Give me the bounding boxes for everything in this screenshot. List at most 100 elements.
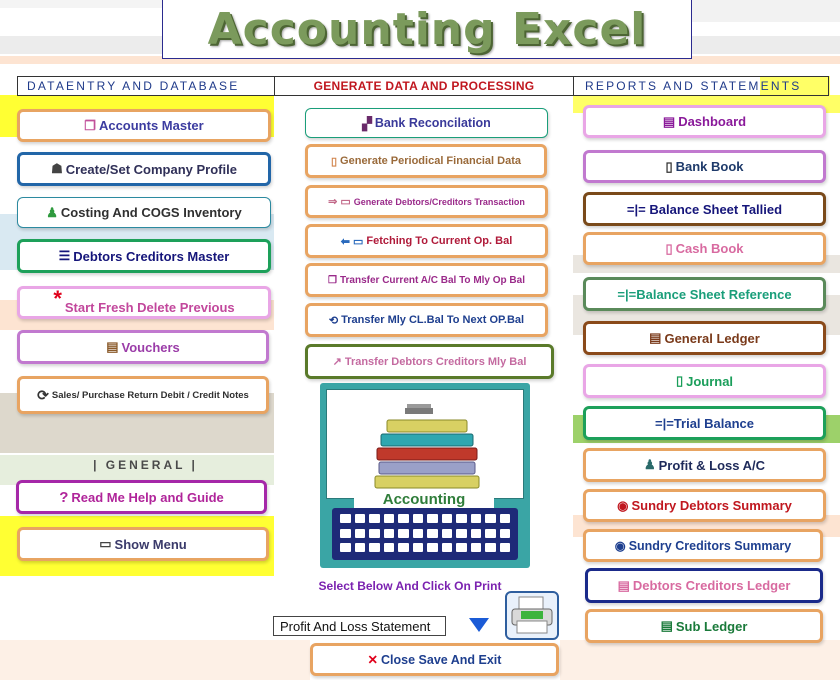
sub-ledger-button[interactable]: ▤ Sub Ledger <box>585 609 823 643</box>
transfer-debtors-creditors-bal-button[interactable]: ↗ Transfer Debtors Creditors Mly Bal <box>305 344 554 379</box>
laptop-keyboard <box>332 508 518 560</box>
company-profile-button[interactable]: ☗ Create/Set Company Profile <box>17 152 271 186</box>
column-header-label: GENERATE DATA AND PROCESSING <box>313 79 535 93</box>
report-select[interactable]: Profit And Loss Statement <box>273 616 446 636</box>
column-header-reports: REPORTS AND STATEMENTS <box>573 76 829 96</box>
dashboard-icon: ▤ <box>662 113 676 129</box>
arrow-icon: ↗ <box>332 356 342 368</box>
selected-report-value: Profit And Loss Statement <box>280 618 431 634</box>
laptop-caption-line: Accounting <box>382 491 466 508</box>
generate-periodical-data-button[interactable]: ▯ Generate Periodical Financial Data <box>305 144 547 178</box>
transfer-icon: ❐ <box>328 274 337 286</box>
button-label: Close Save And Exit <box>381 652 502 667</box>
accounts-master-button[interactable]: ❐ Accounts Master <box>17 109 271 142</box>
button-label: =|=Trial Balance <box>654 415 755 431</box>
balance-sheet-tallied-button[interactable]: =|= Balance Sheet Tallied <box>583 192 826 226</box>
column-header-label: REPORTS AND STATEMENTS <box>585 79 802 93</box>
books-icon: ▤ <box>617 577 630 593</box>
bank-book-icon: ▯ <box>665 158 673 174</box>
read-me-button[interactable]: ? Read Me Help and Guide <box>16 480 267 514</box>
menu-icon: ▭ <box>99 536 112 551</box>
bank-reconciliation-button[interactable]: ▞ Bank Reconcilation <box>305 108 548 138</box>
button-label: Profit & Loss A/C <box>658 457 766 473</box>
title-banner: Accounting Excel <box>162 0 692 59</box>
button-label: Fetching To Current Op. Bal <box>366 235 513 247</box>
laptop-screen <box>326 389 524 499</box>
coin-icon: ◉ <box>617 497 629 513</box>
ledger-icon: ▤ <box>649 330 662 345</box>
button-label: Cash Book <box>675 241 744 256</box>
vouchers-button[interactable]: ▤ Vouchers <box>17 330 269 364</box>
costing-cogs-button[interactable]: ♟ Costing And COGS Inventory <box>17 197 271 228</box>
journal-icon: ▯ <box>675 373 684 388</box>
button-label: Journal <box>686 373 734 389</box>
question-icon: ? <box>59 488 69 506</box>
dropdown-arrow-icon[interactable] <box>469 618 489 632</box>
app-title: Accounting Excel <box>207 3 647 55</box>
balance-sheet-reference-button[interactable]: =|=Balance Sheet Reference <box>583 277 826 311</box>
profit-loss-button[interactable]: ♟ Profit & Loss A/C <box>583 448 826 482</box>
bg-band <box>692 0 840 22</box>
bank-book-button[interactable]: ▯ Bank Book <box>583 150 826 183</box>
steps-icon: ▞ <box>362 116 372 131</box>
button-label: Costing And COGS Inventory <box>60 205 242 220</box>
cash-book-button[interactable]: ▯ Cash Book <box>583 232 826 265</box>
close-save-exit-button[interactable]: ✕ Close Save And Exit <box>310 643 559 676</box>
fetching-current-op-bal-button[interactable]: ⬅ ▭ Fetching To Current Op. Bal <box>305 224 548 258</box>
button-label: =|=Balance Sheet Reference <box>617 286 792 302</box>
button-label: Debtors Creditors Ledger <box>632 578 791 593</box>
sundry-creditors-summary-button[interactable]: ◉ Sundry Creditors Summary <box>583 529 823 562</box>
building-icon: ☗ <box>51 161 63 176</box>
money-bag-icon: ♟ <box>46 204 58 220</box>
show-menu-button[interactable]: ▭ Show Menu <box>17 527 269 561</box>
trial-balance-button[interactable]: =|=Trial Balance <box>583 406 826 440</box>
button-label: Start Fresh Delete Previous <box>64 300 235 315</box>
button-label: Vouchers <box>121 339 180 355</box>
button-label: General Ledger <box>664 330 760 346</box>
asterisk-icon: * <box>53 285 62 311</box>
transfer-mly-cl-bal-button[interactable]: ⟲ Transfer Mly CL.Bal To Next OP.Bal <box>305 303 548 337</box>
list-icon: ☰ <box>58 248 71 263</box>
close-icon: ✕ <box>367 653 379 667</box>
return-icon: ⟳ <box>37 386 49 403</box>
button-label: Generate Periodical Financial Data <box>340 155 522 167</box>
print-button[interactable] <box>505 591 559 640</box>
laptop-illustration: Accounting Excel <box>320 383 530 568</box>
button-label: Generate Debtors/Creditors Transaction <box>353 196 525 207</box>
bg-band <box>0 640 310 680</box>
button-label: Sundry Debtors Summary <box>631 498 792 513</box>
button-label: Debtors Creditors Master <box>73 248 230 264</box>
button-label: Create/Set Company Profile <box>65 161 237 177</box>
button-label: Transfer Debtors Creditors Mly Bal <box>344 355 527 368</box>
general-section-label: | GENERAL | <box>93 458 198 472</box>
dashboard-button[interactable]: ▤ Dashboard <box>583 105 826 138</box>
money-bag-icon: ♟ <box>643 457 656 472</box>
books-stack-icon <box>374 404 480 489</box>
button-label: Bank Reconcilation <box>374 116 491 130</box>
column-header-dataentry: DATAENTRY AND DATABASE <box>17 76 275 96</box>
column-header-label: DATAENTRY AND DATABASE <box>27 79 240 93</box>
button-label: Transfer Current A/C Bal To Mly Op Bal <box>339 274 525 286</box>
debtors-creditors-ledger-button[interactable]: ▤ Debtors Creditors Ledger <box>585 568 823 603</box>
return-notes-button[interactable]: ⟳ Sales/ Purchase Return Debit / Credit … <box>17 376 269 414</box>
general-ledger-button[interactable]: ▤ General Ledger <box>583 321 826 355</box>
generate-debtors-creditors-button[interactable]: ⇒ ▭ Generate Debtors/Creditors Transacti… <box>305 185 548 218</box>
column-header-processing: GENERATE DATA AND PROCESSING <box>274 76 574 96</box>
stack-icon: ▤ <box>660 618 673 633</box>
button-label: Bank Book <box>675 159 744 174</box>
coin-icon: ◉ <box>614 539 626 553</box>
button-label: Read Me Help and Guide <box>71 489 224 505</box>
journal-button[interactable]: ▯ Journal <box>583 364 826 398</box>
book-icon: ❐ <box>84 117 96 133</box>
voucher-icon: ▤ <box>106 339 119 354</box>
button-label: Show Menu <box>114 536 187 552</box>
bg-band <box>0 0 162 8</box>
bg-band <box>0 56 840 64</box>
button-label: Dashboard <box>678 114 747 129</box>
sundry-debtors-summary-button[interactable]: ◉ Sundry Debtors Summary <box>583 489 826 522</box>
start-fresh-button[interactable]: * Start Fresh Delete Previous <box>17 286 271 319</box>
debtors-creditors-master-button[interactable]: ☰ Debtors Creditors Master <box>17 239 271 273</box>
button-label: Sales/ Purchase Return Debit / Credit No… <box>51 389 249 401</box>
button-label: Accounts Master <box>98 118 204 133</box>
transfer-current-bal-button[interactable]: ❐ Transfer Current A/C Bal To Mly Op Bal <box>305 263 548 297</box>
